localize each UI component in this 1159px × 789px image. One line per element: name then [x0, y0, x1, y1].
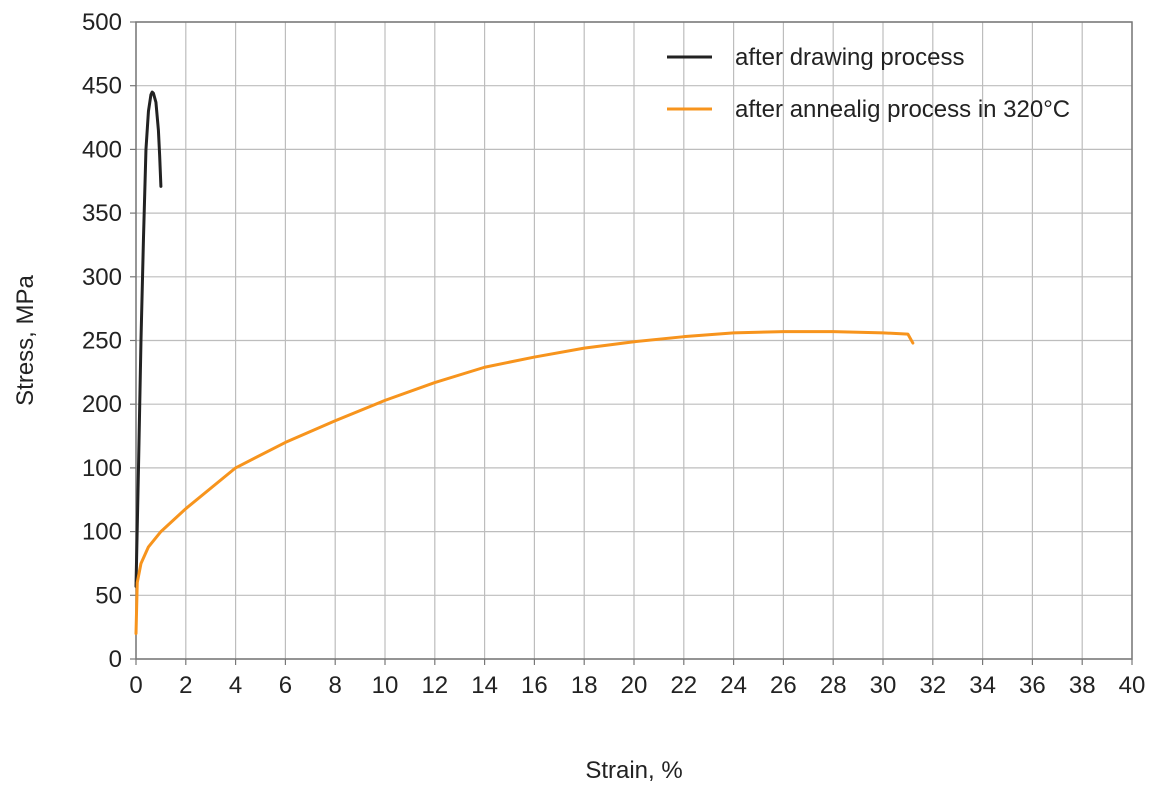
x-tick-label: 14 [471, 672, 498, 699]
x-tick-label: 26 [770, 672, 797, 699]
x-tick-label: 18 [571, 672, 598, 699]
x-axis-title: Strain, % [585, 757, 682, 784]
x-axis-ticks: 0 2 4 6 8 10 12 14 16 18 20 22 24 26 28 30 32 34 36 38 40 [129, 659, 1145, 699]
x-tick-label: 34 [969, 672, 996, 699]
y-tick-label: 400 [82, 136, 122, 163]
x-tick-label: 10 [372, 672, 399, 699]
y-tick-label: 250 [82, 328, 122, 355]
x-tick-label: 24 [720, 672, 747, 699]
x-tick-label: 16 [521, 672, 548, 699]
y-tick-label: 200 [82, 391, 122, 418]
x-tick-label: 32 [919, 672, 946, 699]
y-tick-label: 100 [82, 455, 122, 482]
x-tick-label: 8 [329, 672, 342, 699]
y-tick-label: 100 [82, 519, 122, 546]
legend: after drawing process after annealig proc… [667, 44, 1070, 123]
legend-label-2: after annealig process in 320°C [735, 96, 1070, 123]
x-tick-label: 12 [421, 672, 448, 699]
series-line-1 [134, 90, 163, 588]
y-tick-label: 450 [82, 73, 122, 100]
x-tick-label: 30 [870, 672, 897, 699]
x-tick-label: 0 [129, 672, 142, 699]
y-tick-label: 50 [95, 582, 122, 609]
x-tick-label: 6 [279, 672, 292, 699]
series-lines [134, 90, 915, 636]
y-tick-label: 350 [82, 200, 122, 227]
y-tick-label: 300 [82, 264, 122, 291]
grid-lines [135, 21, 1133, 660]
y-axis-title: Stress, MPa [12, 275, 39, 406]
x-tick-label: 38 [1069, 672, 1096, 699]
y-axis-ticks: 0 50 100 100 200 250 300 350 400 450 500 [82, 9, 136, 673]
series-line-2 [134, 330, 915, 636]
x-tick-label: 28 [820, 672, 847, 699]
y-tick-label: 0 [109, 646, 122, 673]
x-tick-label: 40 [1119, 672, 1146, 699]
x-tick-label: 2 [179, 672, 192, 699]
y-tick-label: 500 [82, 9, 122, 36]
x-tick-label: 22 [670, 672, 697, 699]
x-tick-label: 4 [229, 672, 242, 699]
legend-label-1: after drawing process [735, 44, 964, 71]
x-tick-label: 36 [1019, 672, 1046, 699]
x-tick-label: 20 [621, 672, 648, 699]
